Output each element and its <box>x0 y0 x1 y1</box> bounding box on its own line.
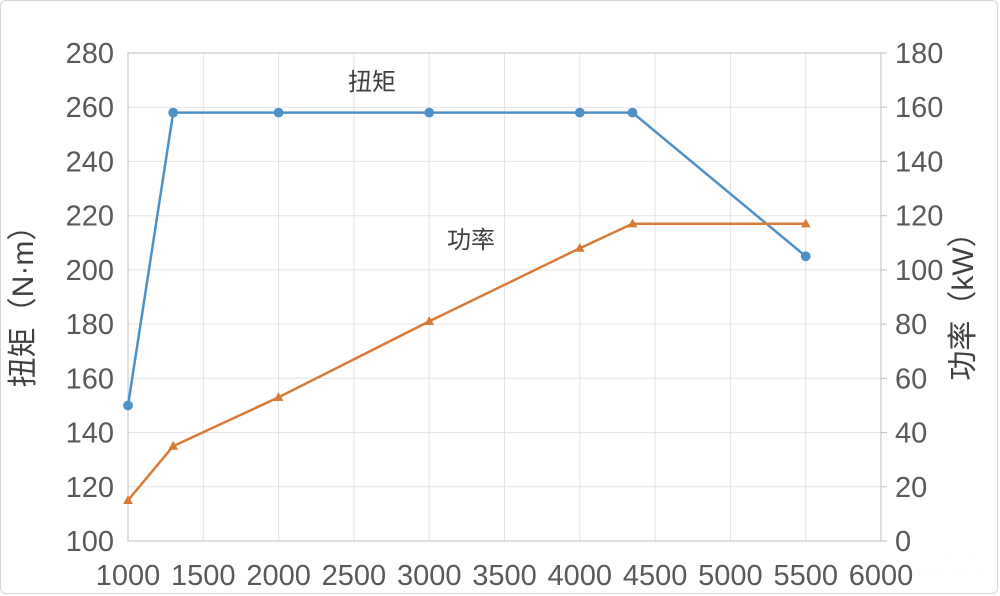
svg-text:6000: 6000 <box>849 560 914 592</box>
svg-text:240: 240 <box>66 146 114 178</box>
svg-text:200: 200 <box>66 255 114 287</box>
svg-text:机电之家: 机电之家 <box>930 547 982 562</box>
svg-text:40: 40 <box>895 418 927 450</box>
svg-text:1000: 1000 <box>96 560 161 592</box>
svg-text:80: 80 <box>895 309 927 341</box>
svg-text:功率: 功率 <box>447 227 495 254</box>
svg-text:120: 120 <box>66 472 114 504</box>
svg-text:4500: 4500 <box>623 560 688 592</box>
svg-text:140: 140 <box>895 146 943 178</box>
svg-text:60: 60 <box>895 363 927 395</box>
svg-text:180: 180 <box>66 309 114 341</box>
svg-text:180: 180 <box>895 38 943 70</box>
svg-text:扭矩（N·m）: 扭矩（N·m） <box>7 211 40 388</box>
svg-text:120: 120 <box>895 201 943 233</box>
svg-text:20: 20 <box>895 472 927 504</box>
svg-text:2500: 2500 <box>322 560 387 592</box>
svg-text:140: 140 <box>66 418 114 450</box>
svg-text:5500: 5500 <box>773 560 838 592</box>
svg-text:100: 100 <box>66 526 114 558</box>
svg-text:3000: 3000 <box>397 560 462 592</box>
svg-text:160: 160 <box>895 92 943 124</box>
svg-text:4000: 4000 <box>548 560 613 592</box>
svg-text:1500: 1500 <box>171 560 236 592</box>
svg-text:功率（kW）: 功率（kW） <box>947 217 980 380</box>
svg-text:2000: 2000 <box>246 560 311 592</box>
svg-text:5000: 5000 <box>698 560 763 592</box>
svg-text:扭矩: 扭矩 <box>348 69 396 96</box>
svg-text:www.jdzj.com: www.jdzj.com <box>916 564 996 579</box>
svg-text:100: 100 <box>895 255 943 287</box>
svg-text:0: 0 <box>895 526 911 558</box>
svg-text:160: 160 <box>66 363 114 395</box>
svg-text:3500: 3500 <box>472 560 537 592</box>
svg-text:280: 280 <box>66 38 114 70</box>
svg-text:220: 220 <box>66 201 114 233</box>
svg-text:260: 260 <box>66 92 114 124</box>
